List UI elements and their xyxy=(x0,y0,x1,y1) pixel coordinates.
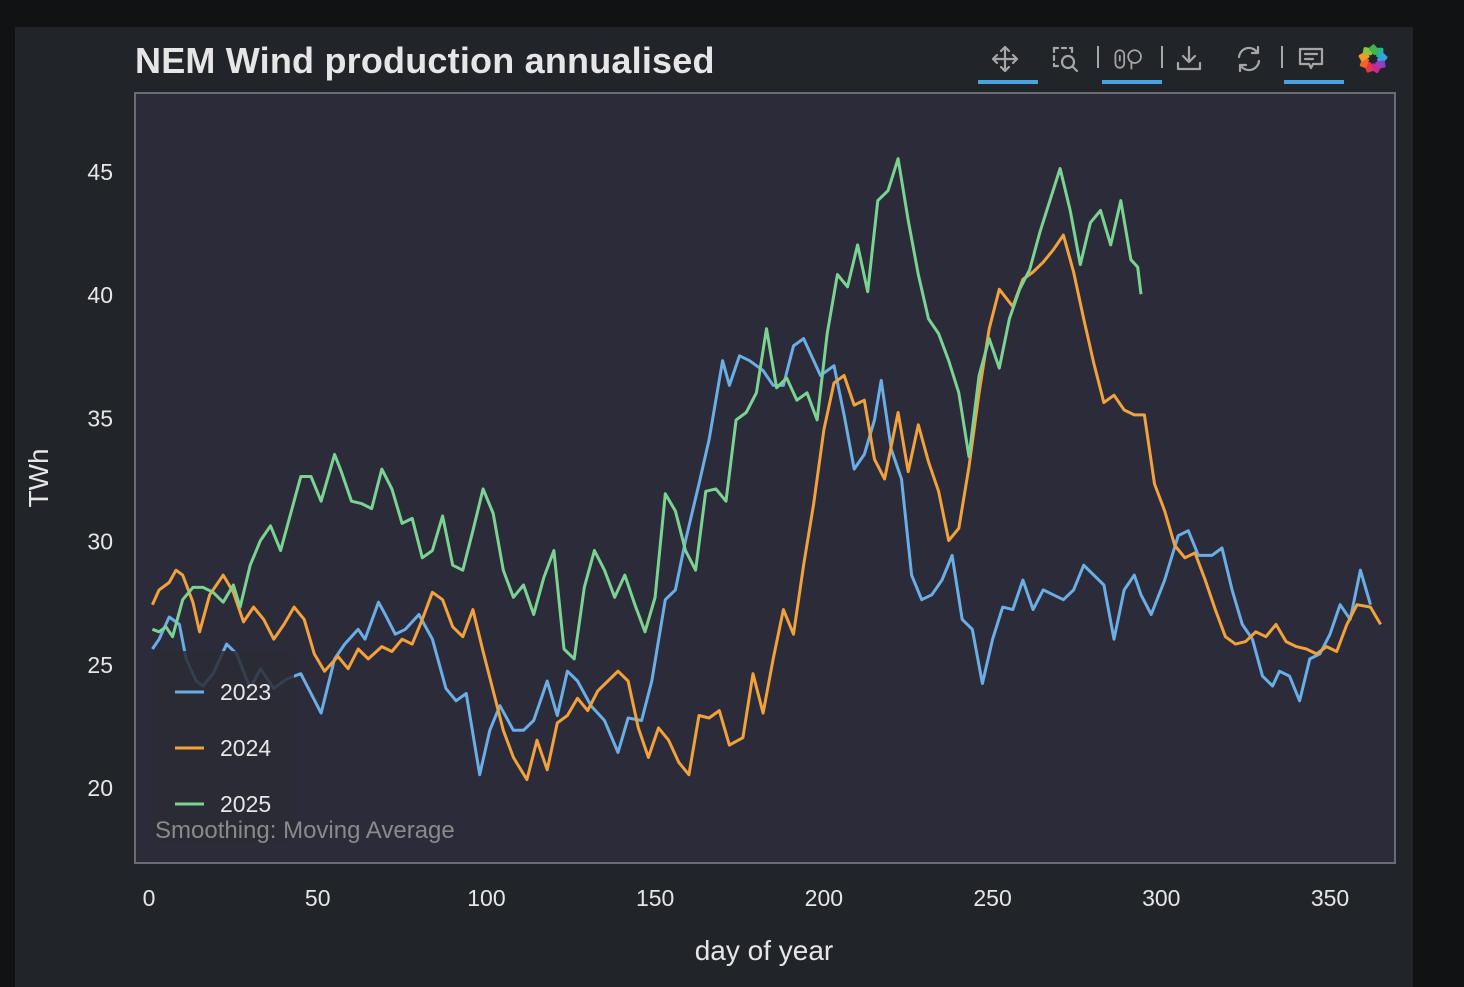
smoothing-annotation: Smoothing: Moving Average xyxy=(155,817,455,844)
series-line-2025[interactable] xyxy=(151,157,1143,661)
y-tick-label: 30 xyxy=(87,529,113,555)
x-tick-label: 0 xyxy=(143,885,156,911)
toolbar-separator xyxy=(1097,46,1099,68)
pan-tool-active-indicator xyxy=(978,80,1038,84)
series-line-2024[interactable] xyxy=(151,233,1382,782)
wheel-zoom-icon xyxy=(1114,49,1142,70)
bokeh-logo-icon xyxy=(1358,44,1388,74)
x-tick-label: 250 xyxy=(973,885,1011,911)
download-icon xyxy=(1176,45,1202,71)
toolbar-separator xyxy=(1281,46,1283,68)
y-tick-label: 25 xyxy=(87,652,113,678)
x-tick-label: 200 xyxy=(805,885,843,911)
pan-tool[interactable] xyxy=(975,34,1038,84)
series-layer xyxy=(151,157,1382,782)
move-icon xyxy=(991,45,1019,73)
x-axis-label: day of year xyxy=(695,935,834,966)
wheel-zoom-active-indicator xyxy=(1102,80,1162,84)
box-zoom-icon xyxy=(1052,46,1079,73)
hover-tool-active-indicator xyxy=(1284,80,1344,84)
toolbar xyxy=(975,34,1405,88)
x-tick-label: 100 xyxy=(467,885,505,911)
wheel-zoom-tool[interactable] xyxy=(1099,34,1162,84)
tooltip-icon xyxy=(1298,47,1324,70)
y-axis: 20 25 30 35 40 45 xyxy=(87,159,113,801)
x-tick-label: 50 xyxy=(305,885,331,911)
y-axis-label: TWh xyxy=(23,448,54,507)
save-tool[interactable] xyxy=(1159,34,1219,84)
chart-title: NEM Wind production annualised xyxy=(135,40,715,81)
y-tick-label: 40 xyxy=(87,282,113,308)
plot-area[interactable] xyxy=(134,92,1396,864)
hover-tool[interactable] xyxy=(1281,34,1344,84)
legend: 2023 2024 2025 xyxy=(154,651,294,843)
bokeh-logo[interactable] xyxy=(1343,34,1403,84)
y-tick-label: 20 xyxy=(87,775,113,801)
y-tick-label: 35 xyxy=(87,405,113,431)
refresh-icon xyxy=(1237,45,1261,73)
x-axis: 0 50 100 150 200 250 300 350 xyxy=(143,885,1350,911)
legend-label-2025[interactable]: 2025 xyxy=(220,791,271,817)
legend-label-2023[interactable]: 2023 xyxy=(220,679,271,705)
y-tick-label: 45 xyxy=(87,159,113,185)
x-tick-label: 350 xyxy=(1311,885,1349,911)
legend-label-2024[interactable]: 2024 xyxy=(220,735,271,761)
toolbar-separator xyxy=(1161,46,1163,68)
x-tick-label: 300 xyxy=(1142,885,1180,911)
box-zoom-tool[interactable] xyxy=(1035,34,1095,84)
reset-tool[interactable] xyxy=(1219,34,1279,84)
x-tick-label: 150 xyxy=(636,885,674,911)
